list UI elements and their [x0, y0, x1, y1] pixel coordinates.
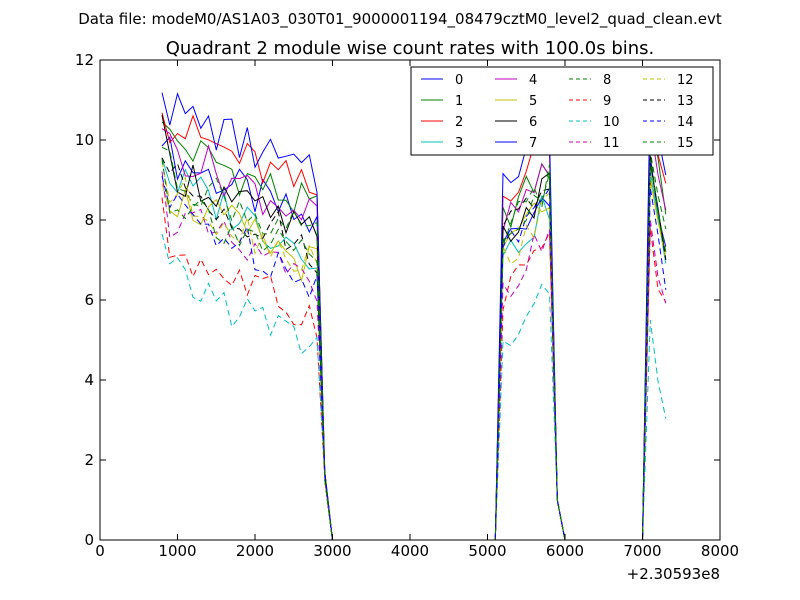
legend-label-2: 2 [455, 115, 463, 130]
y-tick-label: 10 [75, 131, 94, 149]
legend-label-8: 8 [603, 73, 611, 88]
y-tick-label: 6 [84, 291, 94, 309]
x-tick-label: 6000 [546, 542, 584, 560]
series-line-13 [161, 155, 667, 541]
series-line-14 [161, 175, 667, 541]
y-tick-label: 0 [84, 531, 94, 549]
series-line-2 [161, 103, 667, 541]
x-tick-label: 7000 [623, 542, 661, 560]
legend-label-4: 4 [529, 73, 537, 88]
series-line-8 [161, 146, 667, 541]
series-line-3 [161, 157, 667, 541]
x-axis: 0 1000 2000 3000 4000 5000 6000 7000 8000 [95, 60, 739, 560]
y-tick-label: 2 [84, 451, 94, 469]
figure-suptitle: Data file: modeM0/AS1A03_030T01_90000011… [78, 10, 722, 29]
y-tick-label: 4 [84, 371, 94, 389]
legend-label-12: 12 [677, 73, 694, 88]
chart-title: Quadrant 2 module wise count rates with … [166, 38, 655, 59]
legend-label-6: 6 [529, 115, 537, 130]
plot-lines [161, 79, 667, 541]
series-line-12 [161, 160, 667, 541]
legend-label-13: 13 [677, 94, 694, 109]
series-line-11 [161, 171, 667, 541]
x-tick-label: 4000 [391, 542, 429, 560]
legend-label-1: 1 [455, 94, 463, 109]
series-line-0 [161, 136, 667, 541]
x-tick-label: 2000 [236, 542, 274, 560]
x-tick-label: 1000 [158, 542, 196, 560]
legend-label-14: 14 [677, 115, 694, 130]
x-tick-label: 3000 [313, 542, 351, 560]
y-tick-label: 8 [84, 211, 94, 229]
series-line-9 [161, 197, 667, 541]
series-line-10 [161, 233, 667, 541]
x-tick-label: 8000 [701, 542, 739, 560]
legend-label-0: 0 [455, 73, 463, 88]
y-tick-label: 12 [75, 51, 94, 69]
legend-label-11: 11 [603, 136, 620, 151]
x-tick-label: 0 [95, 542, 105, 560]
series-line-5 [161, 179, 667, 541]
legend-label-5: 5 [529, 94, 537, 109]
legend-label-7: 7 [529, 136, 537, 151]
legend-label-10: 10 [603, 115, 620, 130]
x-tick-label: 5000 [468, 542, 506, 560]
legend-label-3: 3 [455, 136, 463, 151]
x-axis-offset-label: +2.30593e8 [627, 565, 720, 583]
legend-box [410, 66, 714, 156]
legend-label-9: 9 [603, 94, 611, 109]
series-line-4 [161, 123, 667, 541]
legend-label-15: 15 [677, 136, 694, 151]
series-line-15 [161, 158, 667, 541]
series-line-1 [161, 115, 667, 541]
